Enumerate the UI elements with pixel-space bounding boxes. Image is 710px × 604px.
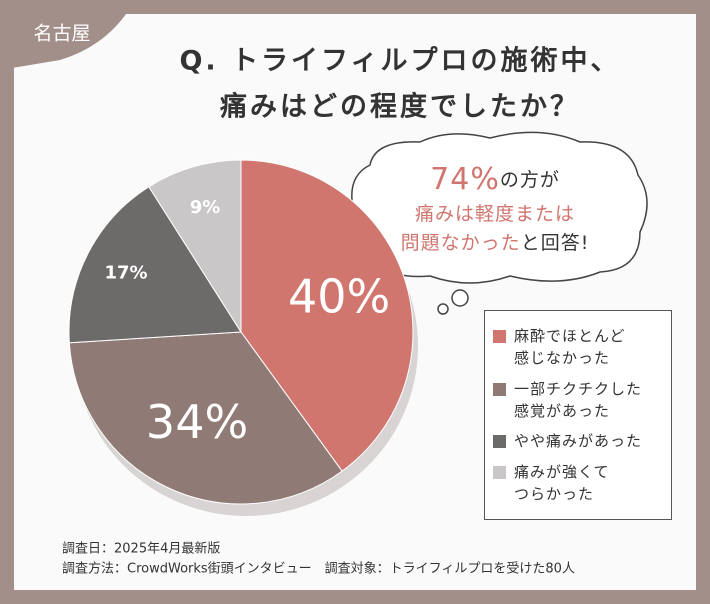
legend-item: やや痛みがあった bbox=[493, 430, 663, 452]
callout-line: 痛みは軽度または bbox=[415, 203, 575, 225]
data-label: 40% bbox=[288, 270, 390, 324]
badge: 名古屋 bbox=[33, 23, 90, 45]
legend-swatch bbox=[493, 435, 506, 449]
callout-line: 74%の方が bbox=[430, 162, 560, 197]
legend-item: 痛みが強くて つらかった bbox=[493, 461, 663, 505]
pie-slice bbox=[68, 331, 343, 505]
pie-slice bbox=[148, 159, 242, 334]
callout-line: 問題なかったと回答! bbox=[401, 232, 590, 254]
callout-text: の方が bbox=[500, 169, 560, 191]
data-label: 34% bbox=[146, 395, 248, 449]
legend-label: 痛みが強くて つらかった bbox=[514, 462, 610, 503]
callout-text: と回答! bbox=[521, 232, 590, 254]
footer: 調査方法：CrowdWorks街頭インタビュー 調査対象：トライフィルプロを受け… bbox=[62, 561, 575, 577]
legend: 麻酔でほとんど 感じなかった 一部チクチクした 感覚があったやや痛みがあった痛みが… bbox=[484, 310, 672, 520]
legend-label: 麻酔でほとんど 感じなかった bbox=[514, 327, 626, 368]
legend-swatch bbox=[493, 330, 506, 344]
pie: 40% 34% 17% 9% bbox=[68, 159, 414, 505]
legend-label: 一部チクチクした 感覚があった bbox=[514, 379, 643, 420]
pie-slice bbox=[68, 186, 242, 344]
legend-item: 一部チクチクした 感覚があった bbox=[493, 378, 663, 422]
chart-title: 痛みはどの程度でしたか？ bbox=[220, 91, 580, 123]
callout-text: 問題なかった bbox=[401, 232, 521, 254]
footer: 調査日：2025年4月最新版 bbox=[62, 541, 220, 557]
badge-shape bbox=[0, 0, 135, 70]
legend-label: やや痛みがあった bbox=[514, 432, 643, 451]
data-label: 9% bbox=[190, 197, 221, 218]
legend-swatch bbox=[493, 382, 506, 396]
chart-title: Q. トライフィルプロの施術中、 bbox=[179, 46, 620, 77]
callout-text: 痛みは軽度または bbox=[415, 203, 575, 225]
legend-swatch bbox=[493, 465, 506, 479]
callout-text: 74% bbox=[430, 162, 500, 197]
data-label: 17% bbox=[105, 262, 148, 283]
pie-slice bbox=[240, 159, 414, 472]
legend-item: 麻酔でほとんど 感じなかった bbox=[493, 325, 663, 369]
